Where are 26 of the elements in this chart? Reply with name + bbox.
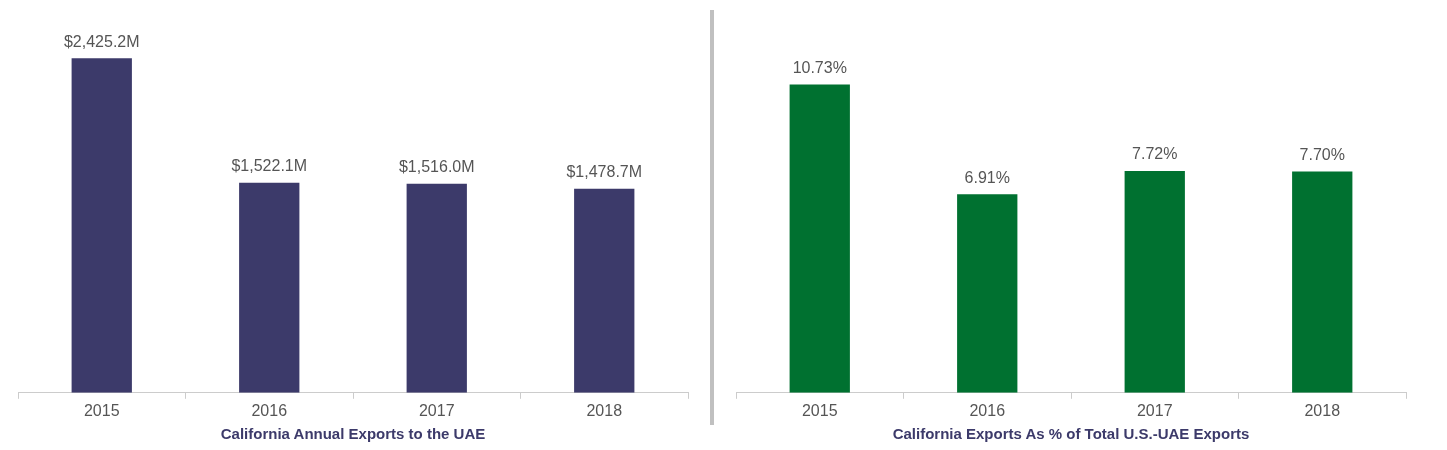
x-tick-label: 2015: [83, 401, 120, 419]
data-label: 10.73%: [792, 58, 847, 76]
data-label: 7.72%: [1132, 145, 1178, 163]
bar: [789, 84, 850, 393]
bar: [574, 188, 635, 393]
x-tick-label: 2016: [251, 401, 288, 419]
data-label: $1,478.7M: [566, 163, 643, 181]
bar: [239, 182, 300, 393]
bar: [957, 194, 1018, 393]
x-axis-title: California Annual Exports to the UAE: [220, 425, 486, 443]
data-label: 7.70%: [1299, 145, 1345, 163]
data-label: $2,425.2M: [63, 32, 140, 50]
x-tick-label: 2017: [418, 401, 455, 419]
bar: [1292, 171, 1353, 393]
x-tick-label: 2016: [969, 401, 1006, 419]
bar: [406, 183, 467, 393]
x-axis-title: California Exports As % of Total U.S.-UAE Exports: [892, 425, 1250, 443]
data-label: 6.91%: [964, 168, 1010, 186]
bar: [1124, 170, 1185, 393]
data-label: $1,522.1M: [231, 157, 308, 175]
x-tick-label: 2018: [1304, 401, 1341, 419]
x-tick-label: 2018: [586, 401, 623, 419]
bar: [71, 58, 132, 393]
x-tick-label: 2015: [801, 401, 838, 419]
data-label: $1,516.0M: [398, 158, 475, 176]
x-tick-label: 2017: [1136, 401, 1173, 419]
